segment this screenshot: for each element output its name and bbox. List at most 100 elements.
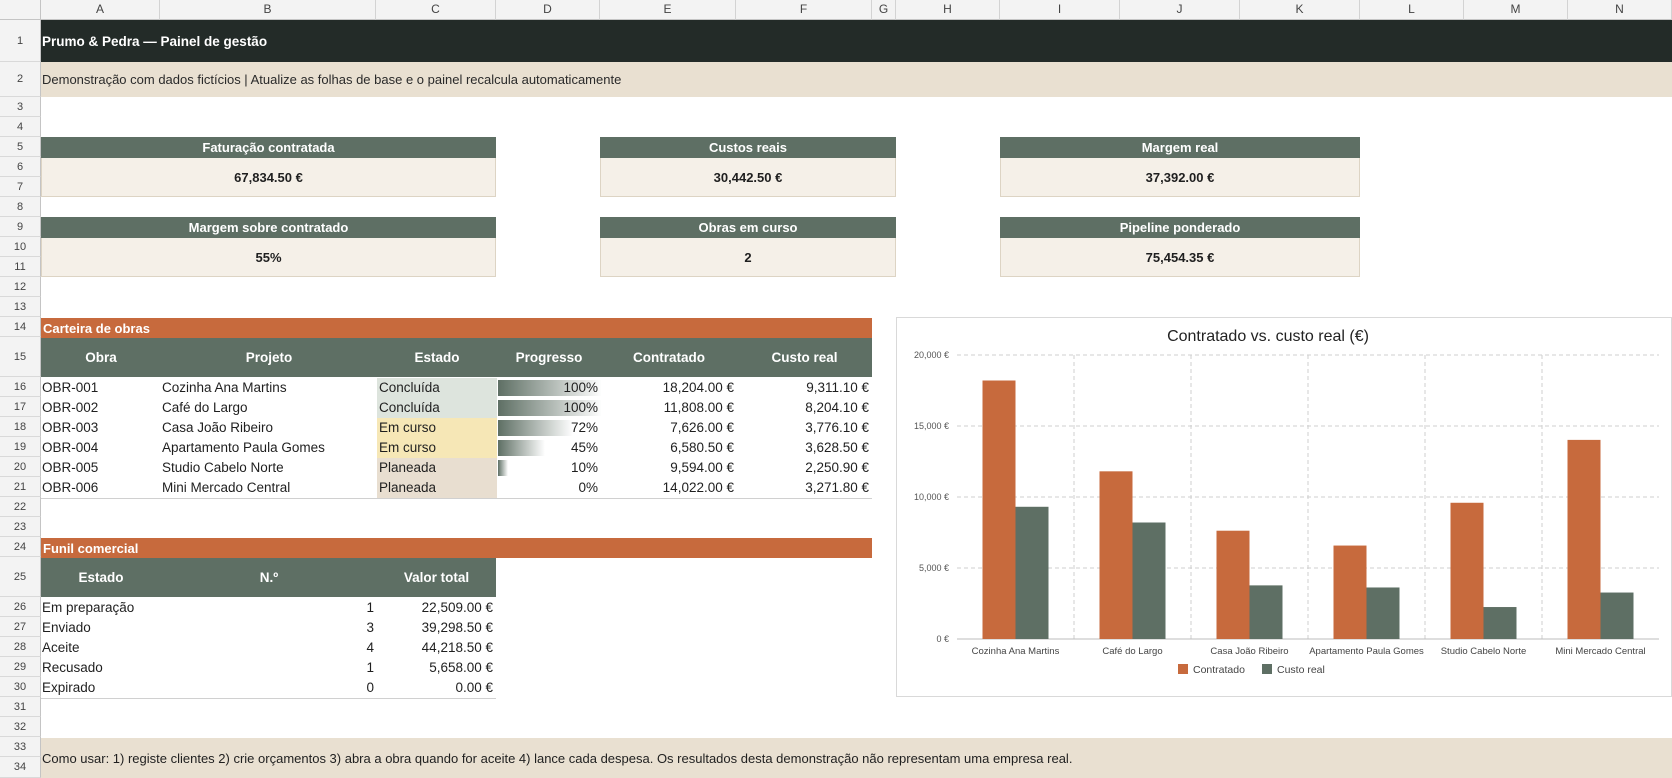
col-header[interactable]: Obra [85,350,117,365]
row-header[interactable]: 16 [0,377,41,397]
cell-project[interactable]: Café do Largo [162,400,248,415]
cell-cost[interactable]: 3,628.50 € [805,440,869,455]
row-header[interactable]: 7 [0,177,41,197]
cell-contracted[interactable]: 6,580.50 € [670,440,734,455]
column-header[interactable]: G [872,0,896,20]
kpi-card-margin[interactable]: Margem real 37,392.00 € [1000,137,1360,197]
column-header[interactable]: N [1568,0,1672,20]
cell-work-id[interactable]: OBR-006 [42,480,99,495]
row-header[interactable]: 10 [0,237,41,257]
cell-contracted[interactable]: 11,808.00 € [663,400,734,415]
cell-total[interactable]: 39,298.50 € [421,620,493,635]
col-header[interactable]: Contratado [633,350,705,365]
cell-state[interactable]: Em preparação [42,600,135,615]
col-header[interactable]: Valor total [403,570,470,585]
table-row[interactable]: Aceite 4 44,218.50 € [41,638,496,658]
row-header[interactable]: 23 [0,517,41,537]
cell-cost[interactable]: 2,250.90 € [805,460,869,475]
col-header[interactable]: Estado [414,350,460,365]
column-header[interactable]: B [160,0,376,20]
col-header[interactable]: Projeto [245,350,293,365]
cell-progress[interactable]: 0% [497,478,601,498]
row-header[interactable]: 33 [0,737,41,757]
column-header[interactable]: M [1464,0,1568,20]
row-header[interactable]: 34 [0,757,41,778]
table-row[interactable]: Expirado 0 0.00 € [41,678,496,698]
table-row[interactable]: Recusado 1 5,658.00 € [41,658,496,678]
cell-status[interactable]: Planeada [377,478,497,498]
column-header[interactable]: H [896,0,1000,20]
row-header[interactable]: 27 [0,617,41,637]
cell-count[interactable]: 3 [366,620,374,635]
cell-work-id[interactable]: OBR-002 [42,400,99,415]
table-row[interactable]: OBR-004 Apartamento Paula Gomes Em curso 45… [41,438,872,458]
table-row[interactable]: OBR-005 Studio Cabelo Norte Planeada 10% 9,5… [41,458,872,478]
row-header[interactable]: 6 [0,157,41,177]
kpi-card-costs[interactable]: Custos reais 30,442.50 € [600,137,896,197]
col-header[interactable]: N.º [259,570,279,585]
column-header[interactable]: D [496,0,600,20]
column-header[interactable]: F [736,0,872,20]
row-header[interactable]: 13 [0,297,41,317]
kpi-card-pipeline[interactable]: Pipeline ponderado 75,454.35 € [1000,217,1360,277]
table-row[interactable]: Em preparação 1 22,509.00 € [41,598,496,618]
kpi-card-revenue[interactable]: Faturação contratada 67,834.50 € [41,137,496,197]
cell-project[interactable]: Mini Mercado Central [162,480,291,495]
row-header[interactable]: 1 [0,20,41,62]
cell-total[interactable]: 0.00 € [455,680,493,695]
row-header[interactable]: 12 [0,277,41,297]
cell-cost[interactable]: 8,204.10 € [805,400,869,415]
table-row[interactable]: OBR-003 Casa João Ribeiro Em curso 72% 7,626… [41,418,872,438]
chart-contracted-vs-cost[interactable]: Contratado vs. custo real (€) 0 € 5,000 € 1… [896,317,1672,697]
column-header[interactable]: C [376,0,496,20]
cell-progress[interactable]: 10% [497,458,601,478]
row-header[interactable]: 2 [0,62,41,97]
col-header[interactable]: Progresso [515,350,583,365]
cell-state[interactable]: Enviado [42,620,91,635]
row-header[interactable]: 20 [0,457,41,477]
col-header[interactable]: Estado [78,570,124,585]
cell-work-id[interactable]: OBR-004 [42,440,99,455]
select-all-corner[interactable] [0,0,41,20]
cell-work-id[interactable]: OBR-005 [42,460,99,475]
cell-project[interactable]: Apartamento Paula Gomes [162,440,325,455]
row-header[interactable]: 24 [0,537,41,557]
cell-progress[interactable]: 100% [497,378,601,398]
table-row[interactable]: Enviado 3 39,298.50 € [41,618,496,638]
cell-work-id[interactable]: OBR-003 [42,420,99,435]
cell-status[interactable]: Em curso [377,438,497,458]
row-header[interactable]: 18 [0,417,41,437]
cell-state[interactable]: Expirado [42,680,96,695]
cell-progress[interactable]: 45% [497,438,601,458]
cell-cost[interactable]: 3,776.10 € [805,420,869,435]
column-header[interactable]: A [41,0,160,20]
cell-state[interactable]: Recusado [42,660,103,675]
row-header[interactable]: 11 [0,257,41,277]
row-header[interactable]: 14 [0,317,41,337]
cell-contracted[interactable]: 14,022.00 € [662,480,734,495]
table-row[interactable]: OBR-002 Café do Largo Concluída 100% 11,808.… [41,398,872,418]
cell-total[interactable]: 5,658.00 € [429,660,493,675]
kpi-card-works-running[interactable]: Obras em curso 2 [600,217,896,277]
row-header[interactable]: 19 [0,437,41,457]
row-header[interactable]: 9 [0,217,41,237]
cell-count[interactable]: 4 [366,640,374,655]
cell-work-id[interactable]: OBR-001 [42,380,99,395]
cell-cost[interactable]: 9,311.10 € [806,380,869,395]
cell-status[interactable]: Planeada [377,458,497,478]
cell-progress[interactable]: 100% [497,398,601,418]
row-header[interactable]: 29 [0,657,41,677]
row-header[interactable]: 26 [0,597,41,617]
column-header[interactable]: I [1000,0,1120,20]
row-header[interactable]: 28 [0,637,41,657]
row-header[interactable]: 4 [0,117,41,137]
column-header[interactable]: J [1120,0,1240,20]
cell-contracted[interactable]: 9,594.00 € [670,460,734,475]
cell-count[interactable]: 1 [366,600,374,615]
row-header[interactable]: 17 [0,397,41,417]
cell-project[interactable]: Casa João Ribeiro [162,420,274,435]
cell-status[interactable]: Concluída [377,398,497,418]
table-row[interactable]: OBR-006 Mini Mercado Central Planeada 0% 14,… [41,478,872,498]
cell-status[interactable]: Concluída [377,378,497,398]
row-header[interactable]: 30 [0,677,41,697]
